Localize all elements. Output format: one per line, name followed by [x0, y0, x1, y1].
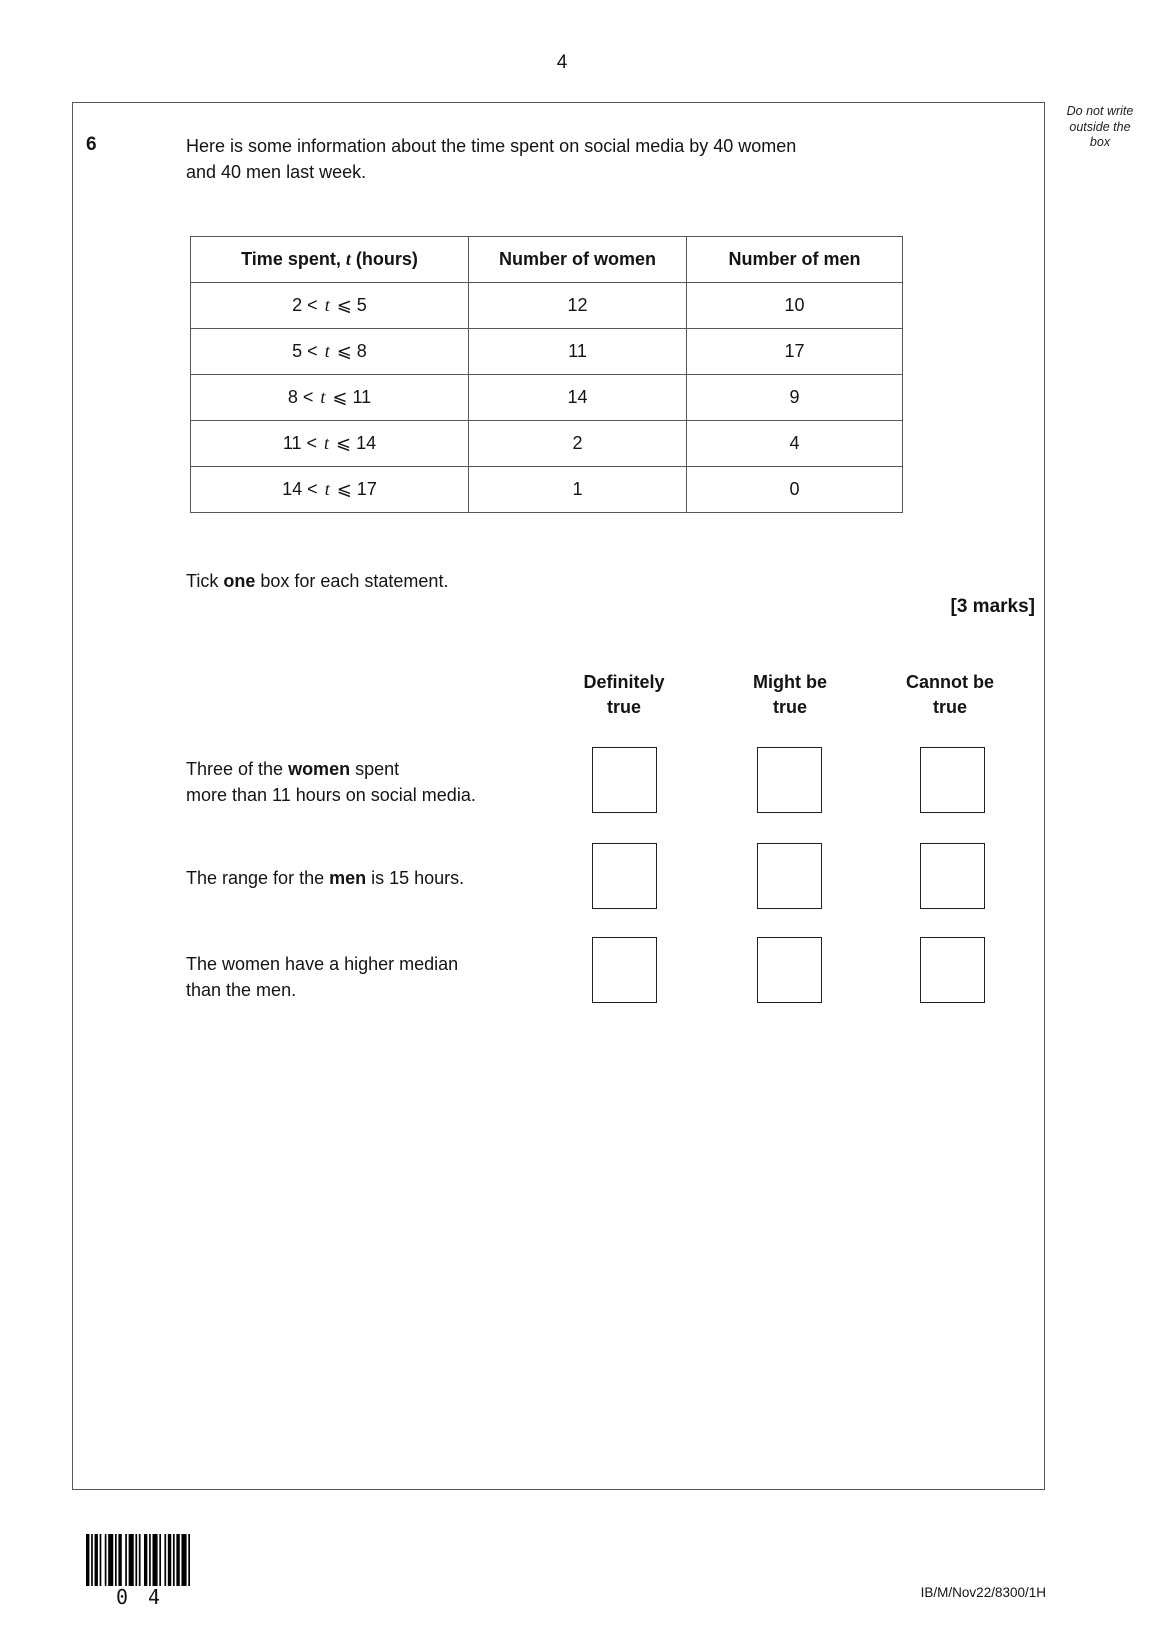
women-count-cell: 2 — [468, 420, 687, 467]
table-header-time: Time spent, t (hours) — [190, 236, 469, 283]
women-count-cell: 12 — [468, 282, 687, 329]
do-not-write-line: box — [1089, 135, 1111, 149]
checkbox-statement3-might-be-true[interactable] — [757, 937, 822, 1003]
time-variable: t — [324, 479, 330, 499]
checkbox-statement2-might-be-true[interactable] — [757, 843, 822, 909]
option-header-cannot-be-true: Cannot be true — [906, 672, 994, 717]
table-row: 14 < t ⩽ 17 1 0 — [190, 466, 903, 513]
paper-reference-code: IB/M/Nov22/8300/1H — [920, 1585, 1046, 1600]
option-header-definitely-true: Definitely true — [583, 672, 665, 717]
men-count-cell: 10 — [686, 282, 903, 329]
page-number: 4 — [556, 52, 568, 73]
do-not-write-line: outside the — [1069, 119, 1131, 134]
men-count-cell: 4 — [686, 420, 903, 467]
do-not-write-note: Do not write outside the box — [1050, 104, 1150, 151]
time-interval-cell: 11 < t ⩽ 14 — [190, 420, 469, 467]
checkbox-statement3-definitely-true[interactable] — [592, 937, 657, 1003]
barcode-digit: 0 — [115, 1585, 128, 1609]
statement-line: more than 11 hours on social media. — [186, 785, 476, 805]
frequency-table: Time spent, t (hours) Number of women Nu… — [190, 236, 903, 513]
frequency-table-body: 2 < t ⩽ 5 12 10 5 < t ⩽ 8 11 17 8 < t ⩽ 11 14 9 11 < t ⩽ … — [190, 282, 903, 513]
question-number: 6 — [86, 134, 97, 155]
men-count-cell: 9 — [686, 374, 903, 421]
time-variable: t — [320, 387, 326, 407]
checkbox-statement2-definitely-true[interactable] — [592, 843, 657, 909]
statement-line: Three of the women spent — [186, 759, 400, 779]
statement-line: than the men. — [186, 980, 297, 1000]
question-intro-line: and 40 men last week. — [186, 162, 367, 182]
table-header-men: Number of men — [686, 236, 903, 283]
marks-label: [3 marks] — [950, 596, 1036, 617]
barcode-digits: 0 4 — [86, 1585, 190, 1609]
time-variable: t — [324, 295, 330, 315]
checkbox-statement1-definitely-true[interactable] — [592, 747, 657, 813]
time-interval-cell: 5 < t ⩽ 8 — [190, 328, 469, 375]
men-count-cell: 17 — [686, 328, 903, 375]
time-variable: t — [324, 433, 330, 453]
time-interval-cell: 14 < t ⩽ 17 — [190, 466, 469, 513]
table-row: 11 < t ⩽ 14 2 4 — [190, 420, 903, 467]
time-interval-cell: 2 < t ⩽ 5 — [190, 282, 469, 329]
tick-instruction: Tick one box for each statement. — [186, 571, 449, 591]
question-intro: Here is some information about the time … — [186, 133, 796, 185]
barcode — [86, 1534, 190, 1586]
question-intro-line: Here is some information about the time … — [186, 136, 797, 156]
time-interval-cell: 8 < t ⩽ 11 — [190, 374, 469, 421]
checkbox-statement3-cannot-be-true[interactable] — [920, 937, 985, 1003]
table-row: 2 < t ⩽ 5 12 10 — [190, 282, 903, 329]
do-not-write-line: Do not write — [1066, 104, 1134, 118]
time-variable: t — [345, 249, 351, 269]
table-header-row: Time spent, t (hours) Number of women Nu… — [190, 236, 903, 283]
table-row: 8 < t ⩽ 11 14 9 — [190, 374, 903, 421]
time-variable: t — [324, 341, 330, 361]
women-count-cell: 14 — [468, 374, 687, 421]
statement-2: The range for the men is 15 hours. — [186, 865, 464, 891]
statement-3: The women have a higher median than the m… — [186, 951, 458, 1003]
women-count-cell: 11 — [468, 328, 687, 375]
table-header-women: Number of women — [468, 236, 687, 283]
checkbox-statement1-might-be-true[interactable] — [757, 747, 822, 813]
option-header-might-be-true: Might be true — [753, 672, 827, 717]
statement-line: The women have a higher median — [186, 954, 459, 974]
checkbox-statement1-cannot-be-true[interactable] — [920, 747, 985, 813]
men-count-cell: 0 — [686, 466, 903, 513]
table-row: 5 < t ⩽ 8 11 17 — [190, 328, 903, 375]
statement-1: Three of the women spent more than 11 hou… — [186, 756, 476, 808]
women-count-cell: 1 — [468, 466, 687, 513]
barcode-digit: 4 — [148, 1585, 161, 1609]
checkbox-statement2-cannot-be-true[interactable] — [920, 843, 985, 909]
statement-line: The range for the men is 15 hours. — [186, 868, 465, 888]
